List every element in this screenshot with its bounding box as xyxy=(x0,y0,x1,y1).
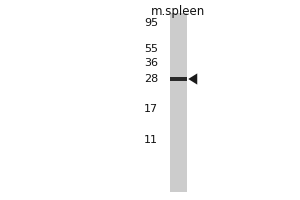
Polygon shape xyxy=(188,73,197,85)
Text: 28: 28 xyxy=(144,74,158,84)
Text: m.spleen: m.spleen xyxy=(152,5,206,18)
Text: 17: 17 xyxy=(144,104,158,114)
Text: 55: 55 xyxy=(144,44,158,54)
Bar xyxy=(170,77,187,81)
Text: 11: 11 xyxy=(144,135,158,145)
Text: 95: 95 xyxy=(144,18,158,28)
Bar xyxy=(170,13,187,192)
Text: 36: 36 xyxy=(144,58,158,68)
